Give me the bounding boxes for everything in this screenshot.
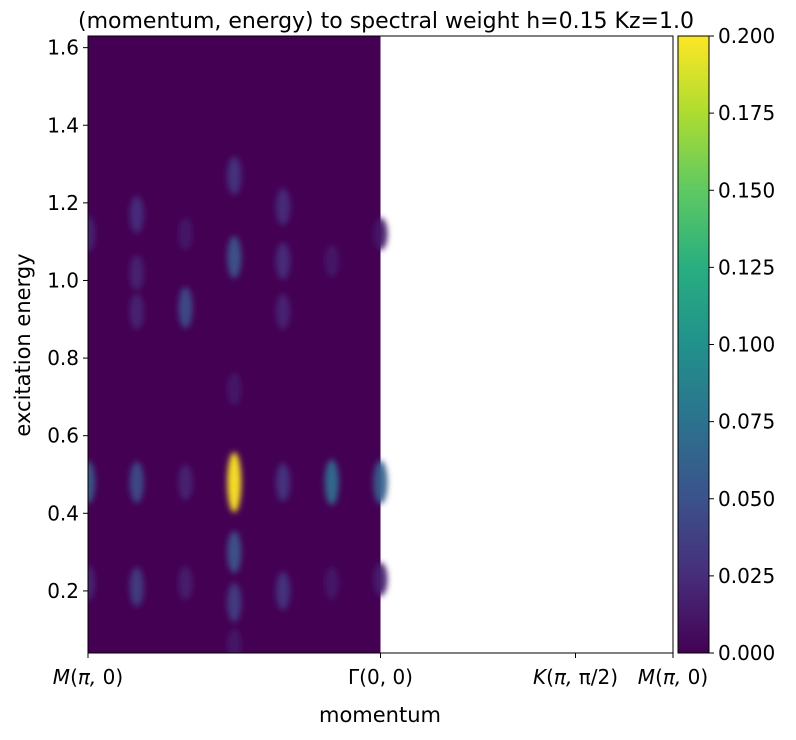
- colorbar: [678, 36, 709, 653]
- chart-title: (momentum, energy) to spectral weight h=…: [78, 9, 694, 34]
- y-tick-label: 0.8: [47, 346, 79, 370]
- heatmap-peak: [324, 244, 339, 278]
- heatmap-peak: [129, 461, 144, 503]
- colorbar-tick-label: 0.075: [718, 410, 775, 434]
- y-tick-label: 1.4: [47, 113, 79, 137]
- x-tick-label: Γ(0, 0): [348, 665, 413, 689]
- heatmap-peak: [88, 565, 95, 601]
- heatmap-peak: [276, 188, 290, 226]
- heatmap-peak: [227, 531, 242, 574]
- x-tick-label: M(π, 0): [53, 665, 123, 689]
- y-tick-label: 1.0: [47, 268, 79, 292]
- heatmap-peak: [129, 255, 144, 291]
- heatmap-peaks: [88, 156, 388, 653]
- heatmap-peak: [276, 463, 290, 502]
- heatmap-peak: [129, 293, 144, 330]
- heatmap-peak: [373, 217, 388, 251]
- x-axis: M(π, 0) Γ(0, 0) K(π, π/2) M(π, 0): [53, 653, 708, 689]
- colorbar-tick-label: 0.150: [718, 178, 775, 202]
- colorbar-tick-label: 0.200: [718, 24, 775, 48]
- heatmap-peak: [373, 562, 388, 597]
- colorbar-tick-label: 0.000: [718, 641, 775, 665]
- heatmap-peak: [227, 372, 242, 406]
- heatmap-peak: [227, 628, 242, 653]
- heatmap-peak: [276, 293, 290, 330]
- y-axis: 0.2 0.4 0.6 0.8 1.0 1.2 1.4 1.6: [47, 36, 88, 603]
- heatmap-peak: [324, 459, 339, 505]
- heatmap-peak: [227, 156, 242, 195]
- heatmap-peak: [178, 287, 193, 329]
- heatmap-peak: [276, 571, 290, 610]
- heatmap-peak: [324, 566, 339, 600]
- y-tick-label: 1.6: [47, 36, 79, 60]
- heatmap-peak: [178, 217, 193, 251]
- colorbar-tick-label: 0.100: [718, 333, 775, 357]
- heatmap-peak: [373, 460, 388, 505]
- colorbar-axis: 0.000 0.025 0.050 0.075 0.100 0.125 0.150 0.175…: [709, 24, 775, 665]
- x-axis-label: momentum: [319, 703, 441, 727]
- heatmap-peak: [129, 196, 144, 233]
- y-tick-label: 0.4: [47, 501, 79, 525]
- colorbar-tick-label: 0.175: [718, 101, 775, 125]
- svg-text:Γ(0, 0): Γ(0, 0): [348, 665, 413, 689]
- heatmap-peak: [178, 566, 193, 601]
- colorbar-tick-label: 0.125: [718, 255, 775, 279]
- heatmap-peak: [88, 216, 95, 252]
- heatmap-peak: [276, 242, 290, 280]
- heatmap-peak: [227, 452, 242, 513]
- y-axis-label: excitation energy: [11, 253, 35, 436]
- colorbar-tick-label: 0.050: [718, 487, 775, 511]
- x-tick-label: M(π, 0): [638, 665, 708, 689]
- svg-text:M(π, 0): M(π, 0): [638, 665, 708, 689]
- colorbar-tick-label: 0.025: [718, 564, 775, 588]
- svg-text:M(π, 0): M(π, 0): [53, 665, 123, 689]
- heatmap-peak: [129, 567, 144, 607]
- heatmap-peak: [227, 236, 242, 279]
- heatmap-peak: [88, 460, 95, 504]
- heatmap-area: [88, 36, 388, 653]
- y-tick-label: 1.2: [47, 191, 79, 215]
- heatmap-peak: [178, 464, 193, 500]
- heatmap-peak: [227, 583, 242, 623]
- x-tick-label: K(π, π/2): [533, 665, 618, 689]
- svg-text:K(π, π/2): K(π, π/2): [533, 665, 618, 689]
- y-tick-label: 0.2: [47, 579, 79, 603]
- y-tick-label: 0.6: [47, 424, 79, 448]
